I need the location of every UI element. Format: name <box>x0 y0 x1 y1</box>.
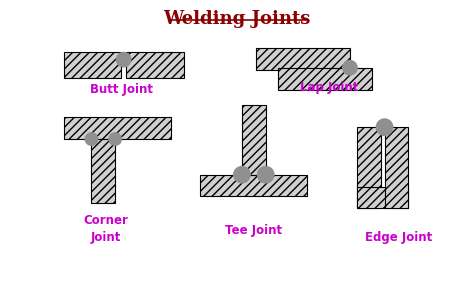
Bar <box>91 139 115 203</box>
Bar <box>64 52 121 78</box>
Bar <box>357 127 381 208</box>
Circle shape <box>342 60 358 76</box>
Bar <box>64 117 171 139</box>
Circle shape <box>108 132 122 146</box>
Bar <box>256 48 350 70</box>
Bar <box>242 105 266 175</box>
Text: Tee Joint: Tee Joint <box>225 224 283 237</box>
Circle shape <box>116 52 131 67</box>
Bar <box>357 187 408 208</box>
Bar <box>126 52 183 78</box>
Text: Corner
Joint: Corner Joint <box>84 214 129 244</box>
Text: Welding Joints: Welding Joints <box>164 10 310 28</box>
Text: Butt Joint: Butt Joint <box>90 83 153 96</box>
Bar <box>278 68 372 90</box>
Circle shape <box>84 132 99 146</box>
Bar <box>201 175 307 197</box>
Circle shape <box>233 166 251 184</box>
Text: Edge Joint: Edge Joint <box>365 231 432 244</box>
Bar <box>384 127 408 208</box>
Circle shape <box>375 118 393 136</box>
Circle shape <box>257 166 274 184</box>
Text: Lap Joint: Lap Joint <box>300 81 358 94</box>
